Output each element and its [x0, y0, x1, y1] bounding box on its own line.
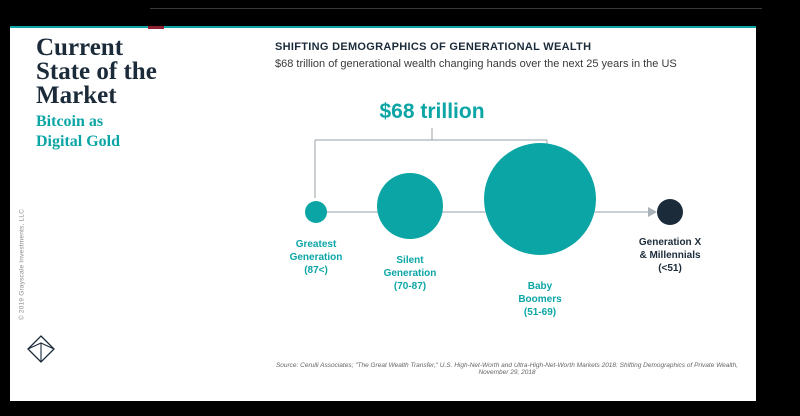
label-line: Baby — [527, 281, 553, 292]
copyright-vertical-text: © 2019 Grayscale Investments, LLC — [18, 208, 26, 321]
label-line: (<51) — [658, 263, 682, 274]
label-line: Generation — [289, 252, 343, 263]
bubble-silent-generation — [377, 173, 443, 239]
label-line: Generation X — [638, 237, 702, 248]
subtitle-line-1: Bitcoin as — [36, 113, 104, 130]
label-line: & Millennials — [639, 250, 701, 261]
title-line-2: State of the — [36, 58, 157, 85]
generational-wealth-bubble-chart — [305, 128, 683, 255]
viewer-top-hairline — [150, 8, 762, 9]
section-heading: SHIFTING DEMOGRAPHICS OF GENERATIONAL WE… — [275, 41, 592, 53]
label-baby-boomers: Baby Boomers (51-69) — [495, 280, 585, 319]
slide: Current State of the Market Bitcoin as D… — [10, 26, 756, 401]
bubble-baby-boomers — [484, 143, 596, 255]
slide-title: Current State of the Market — [36, 34, 157, 109]
section-subheading: $68 trillion of generational wealth chan… — [275, 58, 677, 70]
label-line: Silent — [396, 255, 424, 266]
bubble-genx-millennials — [657, 199, 683, 225]
label-greatest-generation: Greatest Generation (87<) — [271, 238, 361, 277]
top-accent-line — [10, 26, 756, 28]
chart-title-amount: $68 trillion — [379, 100, 485, 123]
label-line: (70-87) — [393, 281, 427, 292]
label-line: Boomers — [518, 294, 562, 305]
source-citation: Source: Cerulli Associates; "The Great W… — [275, 362, 739, 376]
bubble-greatest-generation — [305, 201, 327, 223]
grayscale-logo — [27, 335, 55, 363]
label-line: (87<) — [304, 265, 328, 276]
bracket-connector — [314, 128, 548, 198]
label-silent-generation: Silent Generation (70-87) — [365, 254, 455, 293]
label-line: (51-69) — [523, 307, 557, 318]
top-accent-red-segment — [148, 26, 164, 29]
title-line-1: Current — [36, 34, 124, 61]
transfer-arrow-head-icon — [648, 207, 657, 217]
subtitle-line-2: Digital Gold — [36, 133, 121, 150]
slide-subtitle: Bitcoin as Digital Gold — [36, 112, 120, 152]
label-line: Generation — [383, 268, 437, 279]
title-line-3: Market — [36, 82, 117, 109]
label-genx-millennials: Generation X & Millennials (<51) — [618, 236, 722, 275]
label-line: Greatest — [295, 239, 337, 250]
